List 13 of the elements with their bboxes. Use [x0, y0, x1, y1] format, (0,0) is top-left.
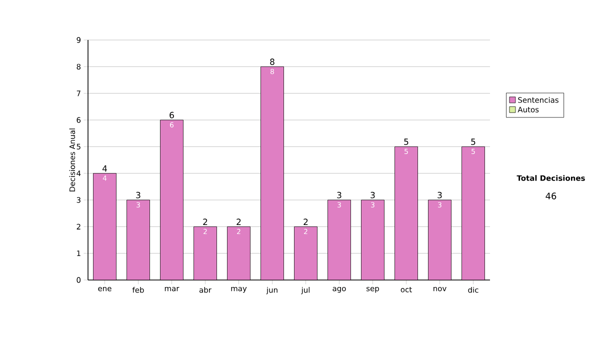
total-label: 2 [304, 218, 308, 225]
total-label: 3 [370, 192, 375, 198]
total-label: 3 [136, 192, 140, 198]
total-label: 3 [438, 192, 442, 198]
total-label: 2 [203, 218, 208, 225]
total-label: 3 [337, 192, 342, 198]
total-label: 8 [270, 58, 274, 65]
total-label: 2 [236, 218, 241, 225]
text: 46 [546, 192, 556, 200]
total-label: 5 [471, 138, 476, 145]
total-label: 6 [170, 112, 174, 118]
total-label: 4 [102, 165, 107, 172]
total-label: 5 [404, 138, 408, 145]
